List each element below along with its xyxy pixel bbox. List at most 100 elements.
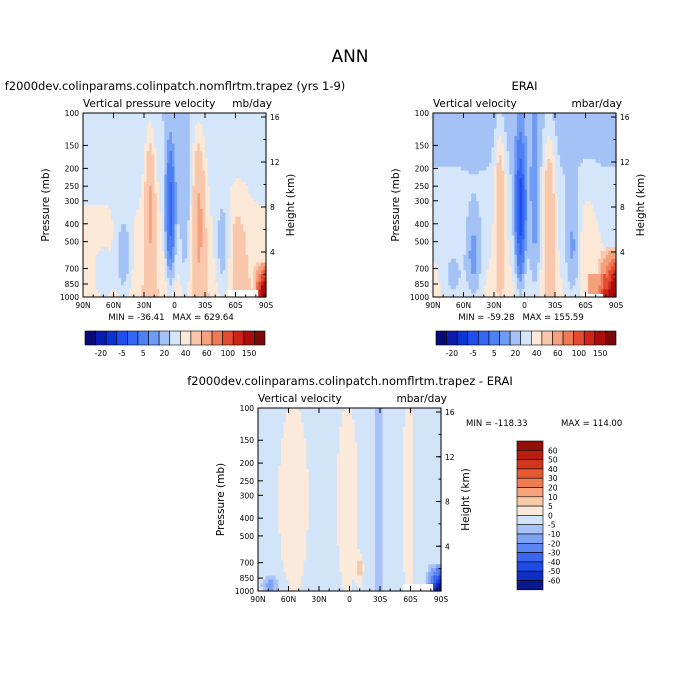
heatmap-cell: [166, 197, 171, 202]
heatmap-cell: [159, 170, 163, 175]
heatmap-cell: [88, 185, 92, 191]
heatmap-cell: [529, 155, 533, 160]
heatmap-cell: [194, 189, 198, 195]
heatmap-cell: [199, 224, 204, 229]
heatmap-cell: [263, 270, 267, 275]
heatmap-cell: [197, 281, 201, 287]
heatmap-cell: [481, 139, 485, 145]
heatmap-cell: [116, 239, 120, 244]
heatmap-cell: [235, 228, 239, 233]
heatmap-cell: [156, 266, 160, 271]
heatmap-cell: [504, 143, 508, 149]
heatmap-cell: [154, 262, 158, 267]
heatmap-cell: [174, 136, 178, 141]
heatmap-cell: [156, 178, 160, 183]
heatmap-cell: [108, 166, 112, 172]
heatmap-cell: [605, 159, 609, 164]
heatmap-cell: [235, 201, 239, 206]
heatmap-cell: [243, 258, 247, 264]
heatmap-cell: [164, 166, 168, 172]
heatmap-cell: [149, 274, 153, 279]
heatmap-cell: [98, 139, 102, 145]
heatmap-cell: [118, 205, 122, 210]
heatmap-cell: [95, 293, 99, 298]
heatmap-cell: [547, 128, 551, 133]
heatmap-cell: [448, 147, 452, 152]
heatmap-cell: [110, 178, 115, 183]
heatmap-cell: [245, 270, 249, 275]
heatmap-cell: [527, 143, 531, 149]
heatmap-cell: [235, 285, 239, 290]
heatmap-cell: [524, 151, 528, 156]
heatmap-cell: [570, 151, 574, 156]
heatmap-cell: [174, 220, 178, 225]
heatmap-cell: [514, 159, 518, 164]
heatmap-cell: [207, 231, 211, 237]
heatmap-cell: [230, 155, 234, 160]
heatmap-cell: [182, 208, 186, 214]
heatmap-cell: [580, 116, 584, 122]
heatmap-cell: [182, 262, 186, 267]
heatmap-cell: [85, 159, 89, 164]
heatmap-cell: [85, 197, 89, 202]
heatmap-cell: [555, 155, 559, 160]
heatmap-cell: [83, 224, 87, 229]
heatmap-cell: [126, 208, 130, 214]
heatmap-cell: [116, 251, 120, 256]
heatmap-cell: [100, 212, 104, 218]
heatmap-cell: [166, 116, 171, 122]
heatmap-cell: [93, 224, 97, 229]
heatmap-cell: [105, 182, 110, 187]
heatmap-cell: [103, 254, 107, 260]
heatmap-cell: [511, 178, 515, 183]
heatmap-cell: [108, 293, 112, 298]
heatmap-cell: [238, 281, 242, 287]
heatmap-cell: [105, 178, 110, 183]
heatmap-cell: [504, 151, 508, 156]
heatmap-cell: [146, 212, 150, 218]
heatmap-cell: [197, 231, 201, 237]
heatmap-cell: [230, 182, 234, 187]
heatmap-cell: [156, 216, 160, 221]
heatmap-cell: [187, 216, 191, 221]
heatmap-cell: [199, 274, 204, 279]
heatmap-cell: [189, 239, 193, 244]
heatmap-cell: [593, 155, 597, 160]
heatmap-cell: [448, 116, 452, 122]
heatmap-cell: [95, 178, 99, 183]
heatmap-cell: [189, 139, 193, 145]
heatmap-cell: [608, 151, 612, 156]
heatmap-cell: [539, 116, 543, 122]
heatmap-cell: [435, 159, 439, 164]
heatmap-cell: [534, 143, 538, 149]
heatmap-cell: [263, 185, 267, 191]
heatmap-cell: [253, 113, 257, 118]
heatmap-cell: [116, 247, 120, 252]
heatmap-cell: [240, 193, 244, 198]
heatmap-cell: [552, 132, 556, 137]
heatmap-cell: [164, 274, 168, 279]
heatmap-cell: [128, 151, 132, 156]
heatmap-cell: [141, 247, 145, 252]
heatmap-cell: [438, 166, 442, 172]
heatmap-cell: [197, 174, 201, 179]
heatmap-cell: [133, 293, 137, 298]
heatmap-cell: [105, 220, 110, 225]
heatmap-cell: [174, 162, 178, 168]
heatmap-cell: [486, 147, 490, 152]
heatmap-cell: [248, 281, 252, 287]
heatmap-cell: [179, 243, 183, 248]
heatmap-cell: [95, 289, 99, 294]
heatmap-cell: [460, 166, 465, 172]
heatmap-cell: [245, 120, 249, 126]
heatmap-cell: [260, 216, 265, 221]
heatmap-cell: [105, 166, 110, 172]
heatmap-cell: [210, 116, 214, 122]
heatmap-cell: [227, 120, 232, 126]
heatmap-cell: [212, 289, 216, 294]
heatmap-cell: [552, 162, 556, 168]
heatmap-cell: [189, 243, 193, 248]
heatmap-cell: [463, 155, 467, 160]
heatmap-cell: [169, 231, 173, 237]
heatmap-cell: [593, 174, 597, 179]
